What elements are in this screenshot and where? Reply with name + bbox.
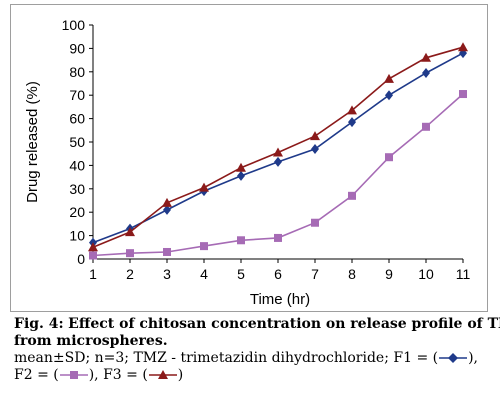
y-tick-label: 60 (69, 111, 85, 127)
series-f2-point (385, 153, 393, 162)
y-tick-label: 90 (69, 40, 85, 56)
caption-f2-prefix: F2 = ( (14, 367, 59, 383)
series-f3-point (458, 42, 468, 52)
x-tick-label: 5 (237, 266, 245, 282)
x-tick-label: 4 (200, 266, 208, 282)
caption-note-line1-end: ), (468, 350, 479, 366)
chart-frame: 0 10 20 30 40 50 60 70 80 90 100 1 2 3 4 5 6 7 8 9 10 11 Time … (10, 4, 488, 312)
f3-legend-symbol (148, 370, 177, 379)
series-f1-point (163, 204, 171, 215)
y-tick-label: 40 (69, 157, 85, 173)
x-tick-label: 6 (274, 266, 282, 282)
series-layer (88, 42, 468, 260)
x-tick-label: 10 (418, 266, 434, 282)
series-f1-point (237, 170, 245, 181)
series-f3-point (347, 105, 357, 115)
series-f2-point (459, 90, 467, 99)
y-tick-label: 80 (69, 64, 85, 80)
x-tick-label: 7 (311, 266, 319, 282)
series-f2-point (422, 122, 430, 131)
figure-title-line2: from microspheres. (14, 333, 168, 349)
caption-note-end: ) (177, 367, 184, 383)
x-tick-label: 1 (89, 266, 97, 282)
series-f2-point (237, 236, 245, 245)
x-tick-label: 8 (348, 266, 356, 282)
series-f3-line (92, 46, 464, 249)
series-f1-point (422, 67, 430, 78)
x-tick-label: 11 (456, 266, 471, 282)
series-f3-point (125, 227, 135, 237)
release-profile-chart: 0 10 20 30 40 50 60 70 80 90 100 1 2 3 4 5 6 7 8 9 10 11 Time … (24, 17, 470, 308)
y-tick-label: 50 (69, 134, 85, 150)
series-f2-line (92, 93, 464, 257)
series-f2-point (274, 233, 282, 242)
series-f3-point (310, 131, 320, 141)
series-f3-point (88, 242, 98, 252)
y-axis-title: Drug released (%) (24, 81, 41, 203)
series-f1-point (274, 156, 282, 167)
y-tick-label: 0 (77, 251, 85, 267)
series-f3-point (162, 197, 172, 207)
y-tick-label: 10 (69, 228, 85, 244)
series-f2 (89, 90, 467, 260)
series-f2-point (89, 251, 97, 260)
series-f2-point (200, 242, 208, 251)
series-f3-point (273, 147, 283, 157)
x-tick-label: 2 (126, 266, 134, 282)
x-tick-label: 9 (385, 266, 393, 282)
y-tick-label: 70 (69, 87, 85, 103)
series-f2-point (126, 249, 134, 258)
series-f3-point (236, 162, 246, 172)
caption-note-line1: mean±SD; n=3; TMZ - trimetazidin dihydro… (14, 350, 439, 366)
series-f3-point (421, 52, 431, 62)
series-f1-point (348, 117, 356, 128)
figure-caption: Fig. 4: Effect of chitosan concentration… (14, 316, 500, 384)
x-tick-label: 3 (163, 266, 171, 282)
y-tick-label: 100 (62, 17, 86, 33)
series-f3 (88, 42, 468, 252)
f2-legend-symbol (59, 371, 88, 379)
figure-label: Fig. 4: (14, 316, 64, 332)
f1-legend-symbol (439, 353, 468, 363)
caption-f3-prefix: ), F3 = ( (88, 367, 148, 383)
series-f2-point (163, 247, 171, 256)
series-f3-point (384, 73, 394, 83)
series-f2-point (348, 191, 356, 200)
x-axis-title: Time (hr) (250, 291, 310, 308)
series-f2-point (311, 218, 319, 227)
figure-title-line1: Effect of chitosan concentration on rele… (68, 316, 500, 332)
series-f1-point (311, 144, 319, 155)
y-tick-label: 30 (69, 181, 85, 197)
series-f3-point (199, 182, 209, 192)
y-tick-label: 20 (69, 204, 85, 220)
axes: 0 10 20 30 40 50 60 70 80 90 100 1 2 3 4 5 6 7 8 9 10 11 Time … (24, 17, 470, 308)
series-f1-point (385, 90, 393, 101)
